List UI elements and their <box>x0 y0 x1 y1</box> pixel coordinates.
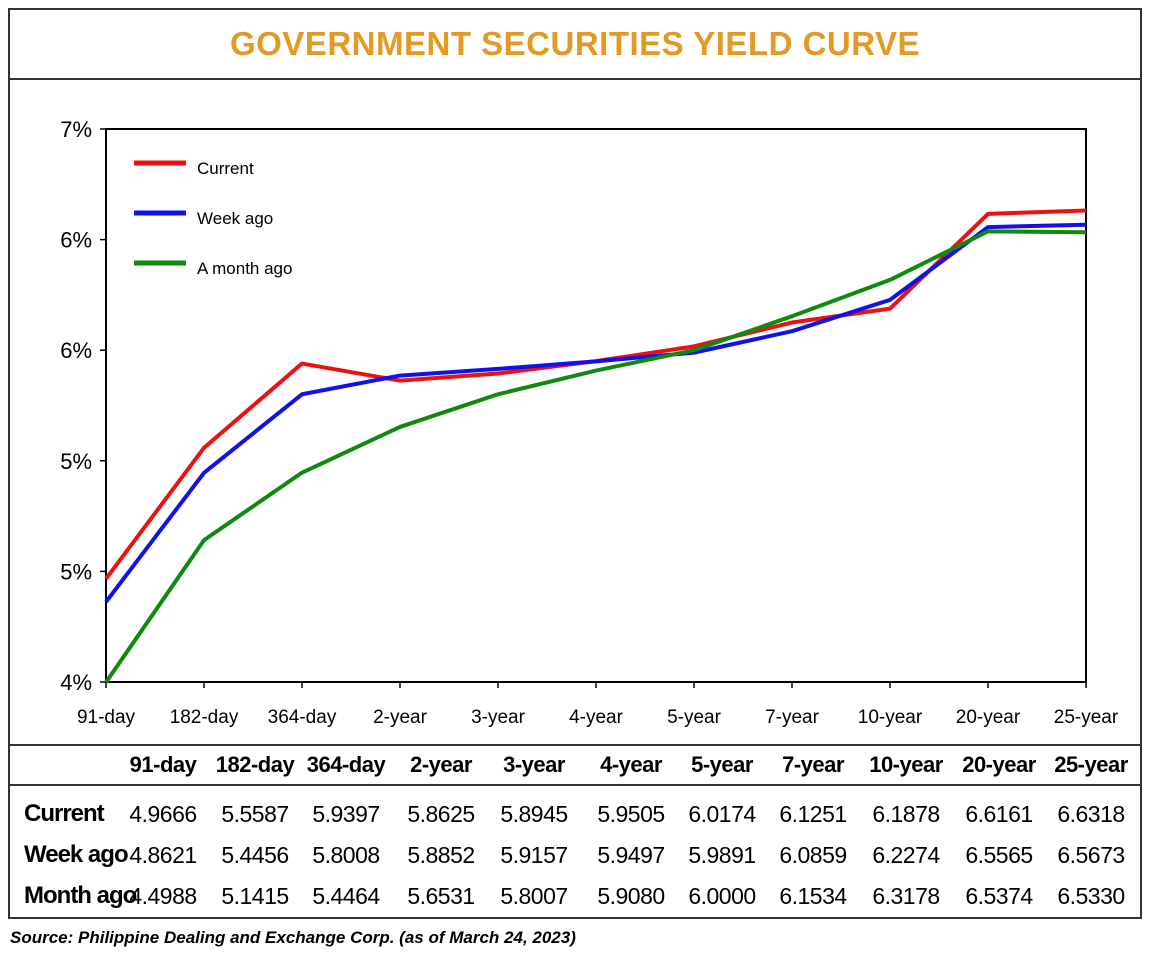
table-column-header: 4-year <box>600 752 662 777</box>
table-cell: 5.8625 <box>407 801 475 827</box>
table-cell: 4.8621 <box>129 842 197 868</box>
table-cell: 5.5587 <box>221 801 289 827</box>
table-cell: 5.6531 <box>407 883 475 909</box>
table-column-header: 91-day <box>129 752 197 777</box>
y-tick-label: 5% <box>60 449 92 474</box>
table-column-header: 3-year <box>503 752 565 777</box>
table-column-header: 7-year <box>782 752 844 777</box>
source-note: Source: Philippine Dealing and Exchange … <box>10 928 576 947</box>
row-label: Month ago <box>24 882 137 909</box>
table-cell: 5.8008 <box>312 842 380 868</box>
x-tick-label: 7-year <box>765 707 820 728</box>
yield-curve-chart: 4% 5% 5% 6% 6% 7% 91-day 182-day 364-day 2-year 3-… <box>60 117 1119 728</box>
table-header-row: 91-day 182-day 364-day 2-year 3-year 4-year 5-… <box>10 744 1142 786</box>
table-cell: 6.1878 <box>872 801 940 827</box>
table-column-header: 364-day <box>306 752 386 777</box>
x-tick-label: 364-day <box>268 707 337 728</box>
table-cell: 5.8007 <box>500 883 568 909</box>
table-column-header: 182-day <box>215 752 295 777</box>
table-cell: 5.8945 <box>500 801 568 827</box>
table-column-header: 20-year <box>962 752 1036 777</box>
y-tick-label: 4% <box>60 670 92 695</box>
series-line-week-ago <box>104 222 1087 604</box>
table-cell: 6.3178 <box>872 883 940 909</box>
table-cell: 5.9505 <box>597 801 665 827</box>
row-label: Current <box>24 800 105 827</box>
table-cell: 5.1415 <box>221 883 289 909</box>
legend-label: Current <box>197 159 254 178</box>
table-row: Week ago 4.8621 5.4456 5.8008 5.8852 5.9157 5.… <box>10 837 1142 877</box>
x-tick-label: 5-year <box>667 707 722 728</box>
table-cell: 4.4988 <box>129 883 197 909</box>
x-tick-label: 25-year <box>1054 707 1119 728</box>
table-cell: 6.5330 <box>1057 883 1125 909</box>
x-tick-label: 182-day <box>170 707 239 728</box>
x-tick-label: 20-year <box>956 707 1021 728</box>
table-cell: 6.5565 <box>965 842 1033 868</box>
table-cell: 6.6318 <box>1057 801 1125 827</box>
table-cell: 5.8852 <box>407 842 475 868</box>
y-tick-label: 6% <box>60 338 92 363</box>
x-tick-label: 4-year <box>569 707 624 728</box>
table-cell: 5.4456 <box>221 842 289 868</box>
table-column-header: 10-year <box>869 752 943 777</box>
table-cell: 6.0000 <box>688 883 756 909</box>
table-cell: 5.9080 <box>597 883 665 909</box>
table-cell: 6.6161 <box>965 801 1033 827</box>
table-cell: 5.9397 <box>312 801 380 827</box>
table-cell: 5.9891 <box>688 842 756 868</box>
table-column-header: 2-year <box>410 752 472 777</box>
table-cell: 4.9666 <box>129 801 197 827</box>
legend-label: Week ago <box>197 209 273 228</box>
table-cell: 6.1251 <box>779 801 847 827</box>
yield-table: 91-day 182-day 364-day 2-year 3-year 4-year 5-… <box>10 744 1142 919</box>
legend-label: A month ago <box>197 259 292 278</box>
row-label: Week ago <box>24 841 129 868</box>
x-tick-label: 3-year <box>471 707 526 728</box>
chart-title: GOVERNMENT SECURITIES YIELD CURVE <box>10 10 1140 80</box>
table-cell: 5.9157 <box>500 842 568 868</box>
series-line-a-month-ago <box>104 229 1087 684</box>
table-cell: 6.1534 <box>779 883 847 909</box>
table-column-header: 5-year <box>691 752 753 777</box>
x-tick-label: 2-year <box>373 707 428 728</box>
table-cell: 6.2274 <box>872 842 940 868</box>
x-tick-label: 10-year <box>858 707 923 728</box>
table-cell: 6.5374 <box>965 883 1033 909</box>
table-cell: 6.5673 <box>1057 842 1125 868</box>
plot-area <box>105 128 1087 683</box>
table-cell: 6.0859 <box>779 842 847 868</box>
y-tick-label: 6% <box>60 228 92 253</box>
table-cell: 5.9497 <box>597 842 665 868</box>
table-column-header: 25-year <box>1054 752 1128 777</box>
table-cell: 6.0174 <box>688 801 756 827</box>
x-tick-label: 91-day <box>77 707 136 728</box>
y-tick-label: 5% <box>60 559 92 584</box>
table-cell: 5.4464 <box>312 883 380 909</box>
table-row: Month ago 4.4988 5.1415 5.4464 5.6531 5.8007 5… <box>10 878 1142 918</box>
table-row: Current 4.9666 5.5587 5.9397 5.8625 5.8945 5.9… <box>10 796 1142 836</box>
y-tick-label: 7% <box>60 117 92 142</box>
